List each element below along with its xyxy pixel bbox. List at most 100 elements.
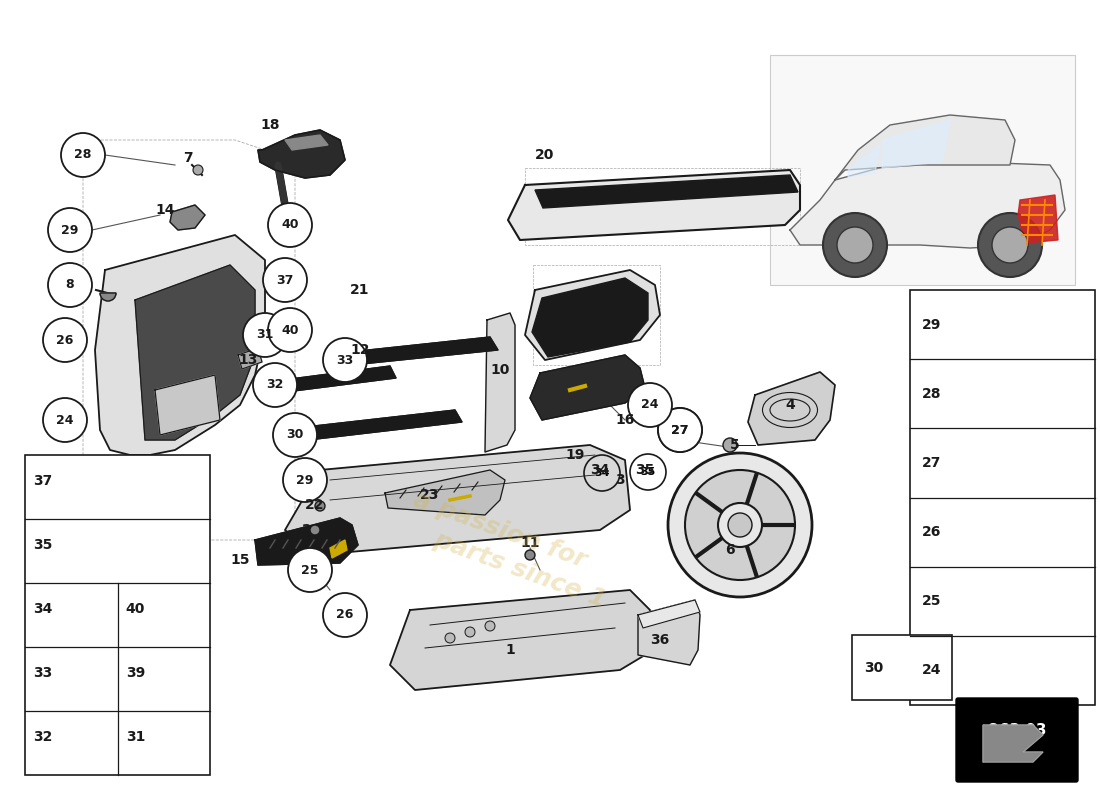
Circle shape <box>628 383 672 427</box>
Text: 16: 16 <box>615 413 635 427</box>
Polygon shape <box>790 160 1065 248</box>
FancyBboxPatch shape <box>852 635 952 700</box>
Text: 30: 30 <box>865 661 883 674</box>
Text: 15: 15 <box>230 553 250 567</box>
Polygon shape <box>848 145 880 177</box>
Circle shape <box>43 318 87 362</box>
Circle shape <box>273 413 317 457</box>
Text: 40: 40 <box>282 323 299 337</box>
Text: 40: 40 <box>282 218 299 231</box>
Text: 26: 26 <box>46 483 64 497</box>
Circle shape <box>33 468 77 512</box>
Circle shape <box>718 503 762 547</box>
Text: 8: 8 <box>66 278 75 291</box>
Text: 3: 3 <box>615 473 625 487</box>
Polygon shape <box>748 372 835 445</box>
Circle shape <box>837 227 873 263</box>
Circle shape <box>60 133 104 177</box>
Circle shape <box>323 338 367 382</box>
Polygon shape <box>882 120 950 168</box>
Text: parts since 1: parts since 1 <box>430 527 609 613</box>
Text: 27: 27 <box>671 423 689 437</box>
Text: 863 03: 863 03 <box>988 723 1046 738</box>
Polygon shape <box>525 270 660 360</box>
Polygon shape <box>485 313 515 452</box>
Circle shape <box>48 263 92 307</box>
Circle shape <box>728 513 752 537</box>
Polygon shape <box>330 540 346 558</box>
Circle shape <box>315 501 324 511</box>
Circle shape <box>525 550 535 560</box>
Text: 21: 21 <box>350 283 370 297</box>
Text: 32: 32 <box>33 730 53 744</box>
Text: 10: 10 <box>491 363 509 377</box>
Text: 1: 1 <box>505 643 515 657</box>
Text: 34: 34 <box>594 468 609 478</box>
Text: 35: 35 <box>33 538 53 552</box>
Text: 32: 32 <box>266 378 284 391</box>
Circle shape <box>723 438 737 452</box>
Circle shape <box>685 470 795 580</box>
Circle shape <box>485 621 495 631</box>
Text: 29: 29 <box>922 318 942 331</box>
Text: 5: 5 <box>730 438 740 452</box>
Text: 4: 4 <box>785 398 795 412</box>
Circle shape <box>978 213 1042 277</box>
Text: 37: 37 <box>276 274 294 286</box>
FancyBboxPatch shape <box>25 455 210 775</box>
Text: 27: 27 <box>922 456 942 470</box>
Polygon shape <box>385 470 505 515</box>
Text: 38: 38 <box>185 456 205 470</box>
Text: 35: 35 <box>636 463 654 477</box>
Text: 27: 27 <box>671 423 689 437</box>
Polygon shape <box>95 235 265 455</box>
Text: 20: 20 <box>536 148 554 162</box>
Circle shape <box>288 548 332 592</box>
Circle shape <box>283 458 327 502</box>
Circle shape <box>992 227 1028 263</box>
Text: 23: 23 <box>420 488 440 502</box>
Circle shape <box>243 313 287 357</box>
Polygon shape <box>238 348 262 369</box>
Polygon shape <box>285 135 328 150</box>
Polygon shape <box>255 518 358 565</box>
Text: 31: 31 <box>256 329 274 342</box>
Text: 40: 40 <box>125 602 145 616</box>
Polygon shape <box>1018 195 1058 243</box>
Polygon shape <box>983 725 1043 762</box>
Polygon shape <box>390 590 650 690</box>
Text: 24: 24 <box>641 398 659 411</box>
Text: 11: 11 <box>520 536 540 550</box>
Circle shape <box>823 213 887 277</box>
Circle shape <box>82 468 126 512</box>
Text: 25: 25 <box>301 563 319 577</box>
Text: 37: 37 <box>33 474 53 488</box>
FancyBboxPatch shape <box>910 290 1094 705</box>
Polygon shape <box>340 337 498 366</box>
Circle shape <box>323 593 367 637</box>
Text: a passion for: a passion for <box>410 487 590 573</box>
Circle shape <box>658 408 702 452</box>
Text: 33: 33 <box>33 666 53 680</box>
Polygon shape <box>305 410 462 440</box>
Text: 28: 28 <box>75 149 91 162</box>
Text: 26: 26 <box>337 609 354 622</box>
Circle shape <box>268 308 312 352</box>
Text: 18: 18 <box>261 118 279 132</box>
Circle shape <box>310 525 320 535</box>
Text: 6: 6 <box>725 543 735 557</box>
Text: 7: 7 <box>184 151 192 165</box>
Polygon shape <box>508 170 800 240</box>
Circle shape <box>43 398 87 442</box>
Text: 29: 29 <box>62 223 79 237</box>
Circle shape <box>446 633 455 643</box>
Text: 9: 9 <box>116 518 124 532</box>
Text: 28: 28 <box>922 386 942 401</box>
Text: 30: 30 <box>286 429 304 442</box>
Polygon shape <box>155 375 220 435</box>
Text: 14: 14 <box>155 203 175 217</box>
Text: 24: 24 <box>97 483 113 497</box>
Circle shape <box>658 408 702 452</box>
Polygon shape <box>258 130 345 178</box>
Circle shape <box>48 208 92 252</box>
